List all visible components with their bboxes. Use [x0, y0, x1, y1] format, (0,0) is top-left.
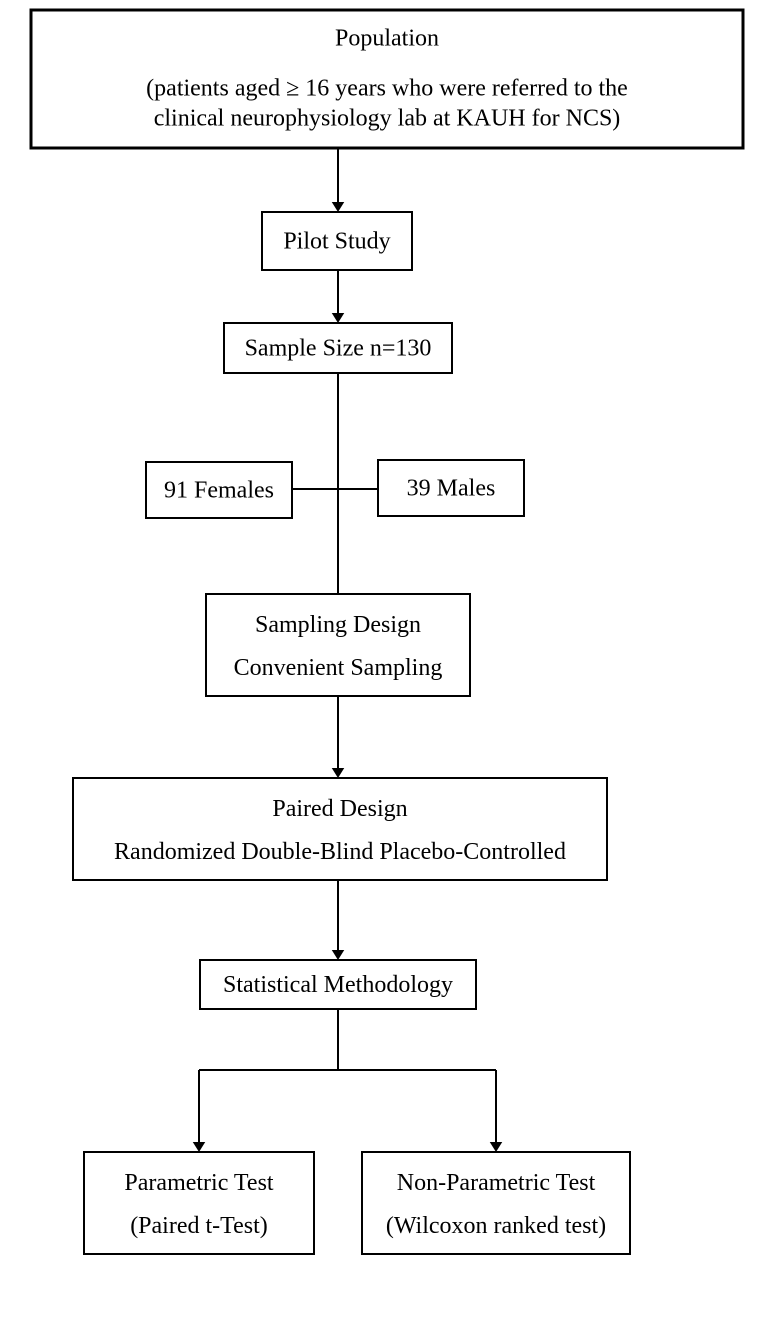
svg-text:Paired Design: Paired Design	[272, 796, 407, 822]
node-pilot-study: Pilot Study	[262, 212, 412, 270]
svg-text:Non-Parametric Test: Non-Parametric Test	[397, 1170, 596, 1196]
svg-text:(Paired t-Test): (Paired t-Test)	[130, 1213, 268, 1239]
flowchart: Population (patients aged ≥ 16 years who …	[0, 0, 773, 1326]
node-paired-design: Paired Design Randomized Double-Blind Pla…	[73, 778, 607, 880]
svg-text:(patients aged ≥ 16 years who: (patients aged ≥ 16 years who were refer…	[146, 76, 628, 102]
svg-text:Parametric Test: Parametric Test	[124, 1170, 273, 1196]
node-statistical-methodology: Statistical Methodology	[200, 960, 476, 1009]
svg-text:Randomized Double-Blind Placeb: Randomized Double-Blind Placebo-Controll…	[114, 839, 566, 865]
node-population: Population (patients aged ≥ 16 years who …	[31, 10, 743, 148]
svg-text:(Wilcoxon ranked test): (Wilcoxon ranked test)	[386, 1213, 606, 1239]
svg-text:clinical neurophysiology lab a: clinical neurophysiology lab at KAUH for…	[154, 106, 621, 132]
svg-text:Sample Size n=130: Sample Size n=130	[245, 336, 432, 362]
node-males: 39 Males	[378, 460, 524, 516]
node-nonparametric-test: Non-Parametric Test (Wilcoxon ranked test…	[362, 1152, 630, 1254]
svg-text:39 Males: 39 Males	[407, 476, 496, 502]
svg-text:Statistical Methodology: Statistical Methodology	[223, 972, 453, 998]
svg-text:Convenient Sampling: Convenient Sampling	[234, 655, 443, 681]
svg-text:91 Females: 91 Females	[164, 478, 274, 504]
node-sampling-design: Sampling Design Convenient Sampling	[206, 594, 470, 696]
node-females: 91 Females	[146, 462, 292, 518]
node-parametric-test: Parametric Test (Paired t-Test)	[84, 1152, 314, 1254]
svg-text:Population: Population	[335, 26, 439, 52]
svg-text:Pilot Study: Pilot Study	[283, 229, 390, 255]
svg-text:Sampling Design: Sampling Design	[255, 612, 421, 638]
node-sample-size: Sample Size n=130	[224, 323, 452, 373]
